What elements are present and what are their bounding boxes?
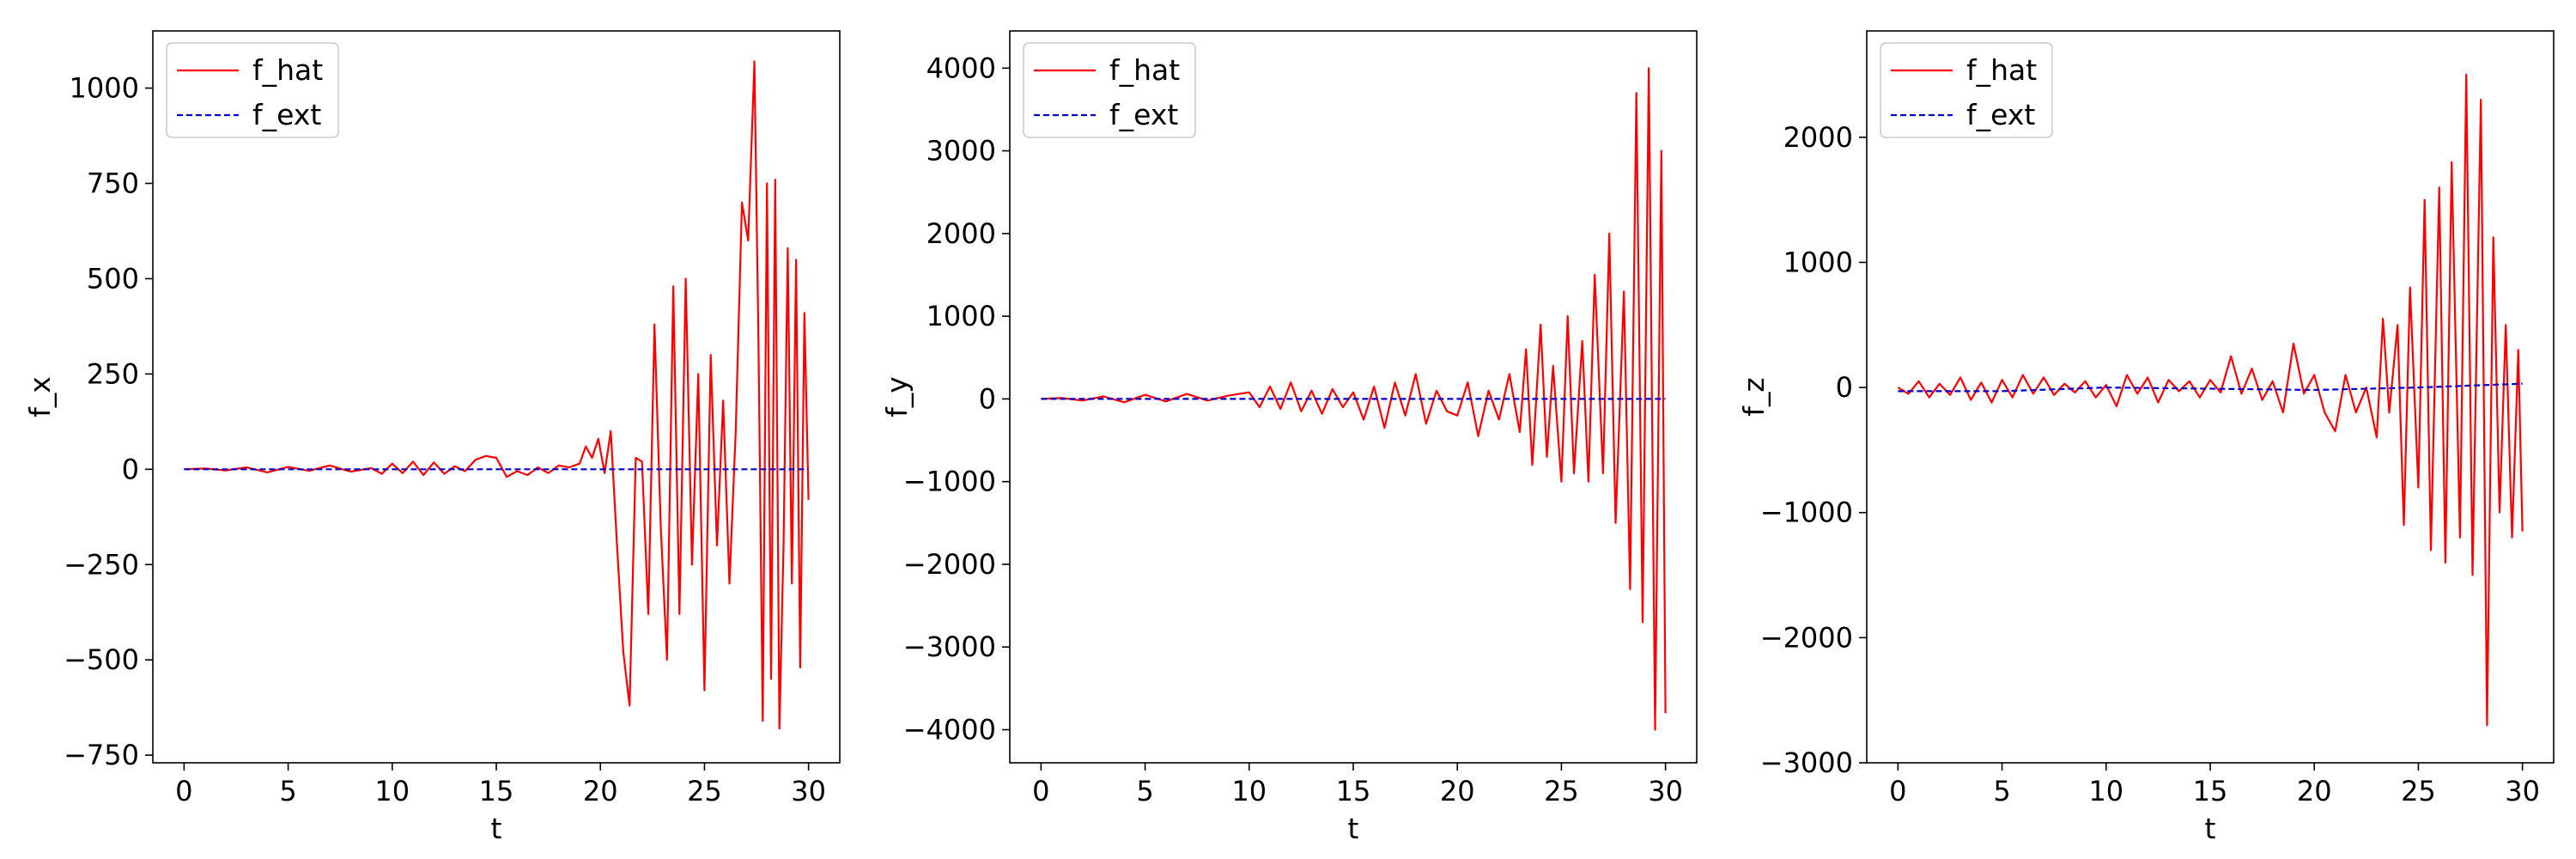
- series-line-f-ext: [1898, 382, 2523, 393]
- y-tick-label: −250: [64, 548, 139, 581]
- x-tick-label: 20: [2297, 775, 2332, 807]
- y-tick-label: 2000: [927, 217, 996, 250]
- legend-label-f-ext: f_ext: [1966, 98, 2035, 131]
- x-tick-label: 0: [1032, 775, 1049, 807]
- y-tick-label: 1000: [1783, 246, 1853, 278]
- x-tick-label: 15: [2193, 775, 2228, 807]
- y-tick-label: −2000: [903, 548, 996, 581]
- y-axis-label: f_z: [1737, 377, 1771, 416]
- x-tick-label: 20: [583, 775, 618, 807]
- x-tick-label: 15: [479, 775, 514, 807]
- legend-label-f-hat: f_hat: [252, 53, 323, 87]
- y-tick-label: 4000: [927, 52, 996, 84]
- legend-label-f-hat: f_hat: [1109, 53, 1180, 87]
- x-tick-label: 25: [1544, 775, 1579, 807]
- x-tick-label: 25: [2401, 775, 2436, 807]
- x-axis-label: t: [491, 812, 502, 845]
- series-line-f-hat: [1041, 67, 1667, 731]
- y-tick-label: 1000: [927, 300, 996, 332]
- x-tick-label: 0: [1889, 775, 1906, 807]
- legend-label-f-ext: f_ext: [1109, 98, 1178, 131]
- plot-area: 0 5 10 15 20 25 30 −750 −500 −250 0 250 500 750 1000: [64, 30, 841, 807]
- x-axis-label: t: [2205, 812, 2216, 845]
- plot-area: 0 5 10 15 20 25 30 −3000 −2000 −1000 0 1000 2000: [1760, 30, 2555, 807]
- legend-box: [1023, 42, 1196, 138]
- x-tick-label: 5: [1136, 775, 1153, 807]
- legend-box: [1880, 42, 2053, 138]
- x-tick-label: 5: [279, 775, 296, 807]
- y-tick-label: 3000: [927, 135, 996, 168]
- x-tick-label: 5: [1993, 775, 2010, 807]
- subplot-fz: 0 5 10 15 20 25 30 −3000 −2000 −1000 0 1000 2000 t f…: [1737, 30, 2555, 845]
- subplot-fy: 0 5 10 15 20 25 30 −4000 −3000 −2000 −1000 0 1000 200…: [880, 30, 1698, 845]
- legend-label-f-hat: f_hat: [1966, 53, 2037, 87]
- x-tick-label: 25: [687, 775, 722, 807]
- plot-area: 0 5 10 15 20 25 30 −4000 −3000 −2000 −1000 0 1000 200…: [903, 30, 1698, 807]
- y-tick-label: −750: [64, 739, 139, 771]
- y-tick-label: 0: [1836, 371, 1853, 404]
- x-tick-label: 30: [791, 775, 826, 807]
- y-tick-label: 2000: [1783, 121, 1853, 154]
- y-tick-label: −3000: [1760, 746, 1853, 779]
- x-tick-label: 10: [374, 775, 410, 807]
- y-tick-label: −2000: [1760, 621, 1853, 654]
- legend: f_hat f_ext: [166, 42, 339, 138]
- y-tick-label: −500: [64, 643, 139, 676]
- x-tick-label: 30: [2505, 775, 2540, 807]
- y-tick-label: 750: [87, 168, 139, 200]
- series-line-f-hat: [184, 60, 810, 730]
- series-line-f-hat: [1897, 73, 2524, 727]
- y-axis-label: f_x: [23, 376, 57, 417]
- y-tick-label: −1000: [903, 466, 996, 498]
- y-tick-label: 0: [122, 453, 139, 485]
- legend: f_hat f_ext: [1880, 42, 2053, 138]
- x-tick-label: 10: [1231, 775, 1267, 807]
- x-axis-label: t: [1348, 812, 1359, 845]
- legend-box: [166, 42, 339, 138]
- axes-frame: [1009, 30, 1698, 764]
- x-tick-label: 30: [1648, 775, 1683, 807]
- y-tick-label: −4000: [903, 713, 996, 746]
- y-tick-label: −1000: [1760, 497, 1853, 529]
- legend-label-f-ext: f_ext: [252, 98, 321, 131]
- x-tick-label: 10: [2088, 775, 2123, 807]
- x-tick-label: 20: [1440, 775, 1475, 807]
- subplot-fx: 0 5 10 15 20 25 30 −750 −500 −250 0 250 500 750 1000 t…: [23, 30, 841, 845]
- legend: f_hat f_ext: [1023, 42, 1196, 138]
- y-tick-label: 1000: [70, 72, 139, 105]
- y-tick-label: 0: [979, 382, 996, 415]
- y-tick-label: 250: [87, 357, 139, 390]
- x-tick-label: 15: [1336, 775, 1371, 807]
- y-tick-label: 500: [87, 262, 139, 295]
- y-tick-label: −3000: [903, 631, 996, 663]
- y-axis-label: f_y: [880, 376, 914, 417]
- x-tick-label: 0: [175, 775, 192, 807]
